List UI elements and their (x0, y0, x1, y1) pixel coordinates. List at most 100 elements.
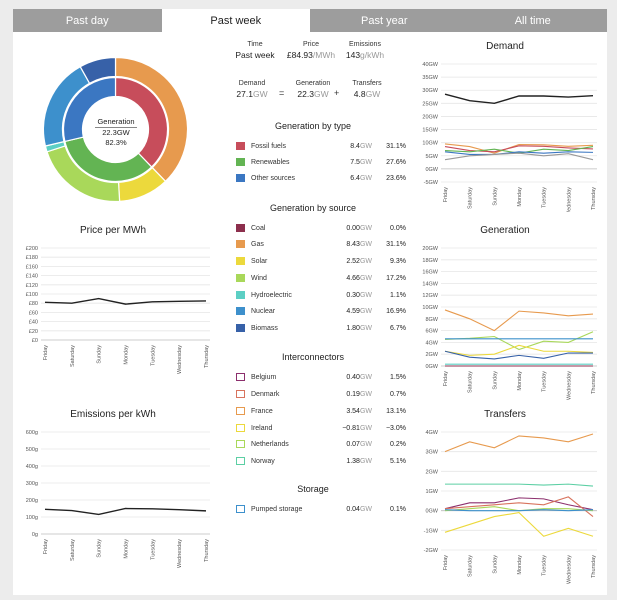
row-unit: GW (359, 373, 372, 381)
time-label: Time (247, 41, 263, 48)
y-tick-label: 100g (26, 515, 38, 521)
donut-inner-segment (62, 76, 117, 143)
y-tick-label: £100 (26, 292, 38, 298)
row-value: 6.4 (350, 174, 360, 182)
dashboard-panel: Generation 22.3GW 82.3% Time Past week P… (13, 32, 607, 595)
y-tick-label: 16GW (422, 270, 438, 276)
row-unit: GW (359, 440, 372, 448)
row-unit: GW (359, 240, 372, 248)
x-tick-label: Sunday (97, 539, 103, 558)
storage-heading: Storage (297, 484, 329, 494)
row-label: Ireland (251, 424, 273, 432)
swatch (236, 440, 245, 448)
swatch (236, 174, 245, 182)
demand-label: Demand (238, 80, 266, 87)
x-tick-label: Wednesday (566, 555, 572, 584)
list-item: Ireland −0.81GW −3.0% (236, 422, 406, 434)
y-tick-label: 2GW (425, 469, 438, 475)
row-unit: GW (359, 324, 372, 332)
list-item: Gas 8.43GW 31.1% (236, 238, 406, 250)
y-tick-label: 0GW (425, 509, 438, 515)
row-unit: GW (359, 407, 372, 415)
row-value: 4.59 (346, 307, 360, 315)
series-line (444, 433, 594, 453)
row-percent: 31.1% (386, 142, 406, 150)
list-item: Biomass 1.80GW 6.7% (236, 322, 406, 334)
tab-past-week[interactable]: Past week (161, 9, 310, 32)
row-unit: GW (359, 158, 372, 166)
x-tick-label: Sunday (492, 371, 498, 390)
row-label: Hydroelectric (251, 291, 292, 299)
row-percent: 1.1% (390, 291, 406, 299)
demand-unit: GW (252, 89, 268, 99)
price-chart: £0 £20 £40 £60 £80 £100 £120 £140 £160 £180 £200 Fr… (26, 246, 210, 374)
y-tick-label: 25GW (422, 101, 438, 107)
emissions-value: 143 (345, 50, 361, 60)
demand-chart: -5GW 0GW 5GW 10GW 15GW 20GW 25GW 30GW 35GW 40GW Fr… (422, 62, 597, 212)
row-unit: GW (359, 224, 372, 232)
row-unit: GW (359, 424, 372, 432)
x-tick-label: Tuesday (542, 371, 548, 392)
x-tick-label: Monday (517, 371, 523, 391)
y-tick-label: £40 (29, 320, 38, 326)
x-tick-label: Tuesday (542, 187, 548, 208)
tab-past-day[interactable]: Past day (13, 9, 162, 32)
transfers-stat: Transfers 4.8GW (343, 80, 391, 99)
series-line (444, 512, 594, 537)
donut-percent: 82.3% (105, 138, 127, 147)
emissions-stat: Emissions 143g/kWh (335, 41, 395, 60)
row-percent: 5.1% (390, 457, 406, 465)
time-value: Past week (235, 50, 275, 60)
y-tick-label: 12GW (422, 293, 438, 299)
y-tick-label: 30GW (422, 88, 438, 94)
row-value: 8.43 (346, 240, 360, 248)
tab-past-year[interactable]: Past year (310, 9, 459, 32)
series-line (44, 507, 207, 516)
list-item: Nuclear 4.59GW 16.9% (236, 305, 406, 317)
x-tick-label: Tuesday (150, 539, 156, 560)
row-label: Coal (251, 224, 266, 232)
y-tick-label: 500g (26, 447, 38, 453)
x-tick-label: Monday (517, 187, 523, 207)
y-tick-label: £160 (26, 264, 38, 270)
swatch (236, 240, 245, 248)
generation-by-source-heading: Generation by source (269, 203, 357, 213)
row-label: Biomass (251, 324, 278, 332)
donut-value: 22.3GW (95, 127, 137, 138)
tab-all-time[interactable]: All time (458, 9, 607, 32)
row-percent: 27.6% (386, 158, 406, 166)
generation-donut (43, 57, 188, 202)
row-value: 1.38 (346, 457, 360, 465)
y-tick-label: 4GW (425, 430, 438, 436)
demand-stat: Demand 27.1GW (227, 80, 277, 99)
list-item: Fossil fuels 8.4GW 31.1% (236, 140, 406, 152)
x-tick-label: Sunday (492, 187, 498, 206)
x-tick-label: Monday (517, 555, 523, 575)
row-unit: GW (359, 274, 372, 282)
row-percent: 31.1% (386, 240, 406, 248)
x-tick-label: Wednesday (566, 371, 572, 400)
generation-by-type-heading: Generation by type (274, 121, 352, 131)
row-unit: GW (359, 174, 372, 182)
x-tick-label: Friday (43, 345, 49, 361)
series-line (444, 152, 594, 161)
list-item: Coal 0.00GW 0.0% (236, 222, 406, 234)
y-tick-label: 5GW (425, 154, 438, 160)
y-tick-label: 35GW (422, 75, 438, 81)
price-label: Price (303, 41, 319, 48)
row-label: Belgium (251, 373, 277, 381)
row-percent: 9.3% (390, 257, 406, 265)
series-line (444, 497, 594, 511)
swatch (236, 505, 245, 513)
row-value: 2.52 (346, 257, 360, 265)
row-percent: 16.9% (386, 307, 406, 315)
series-line (444, 331, 594, 351)
row-unit: GW (359, 505, 372, 513)
y-tick-label: £60 (29, 310, 38, 316)
list-item: Renewables 7.5GW 27.6% (236, 156, 406, 168)
row-value: 0.40 (346, 373, 360, 381)
y-tick-label: £180 (26, 255, 38, 261)
price-unit: /MWh (312, 50, 336, 60)
row-value: 0.19 (346, 390, 360, 398)
x-tick-label: Wednesday (566, 187, 572, 212)
